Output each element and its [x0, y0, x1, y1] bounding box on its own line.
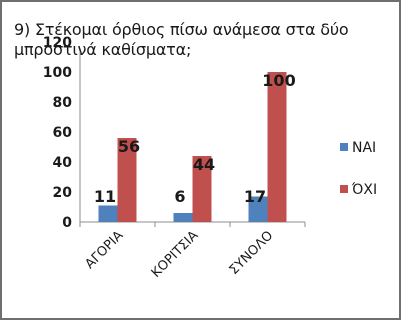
chart-title: 9) Στέκομαι όρθιος πίσω ανάμεσα στα δύο … [14, 20, 349, 59]
category-label: ΑΓΟΡΙΑ [83, 228, 127, 272]
y-tick-label: 120 [43, 35, 72, 51]
bar-nai [173, 213, 193, 222]
y-tick-label: 20 [53, 185, 73, 201]
bar-nai [248, 196, 268, 222]
data-label: 6 [174, 187, 185, 206]
legend-label: ΌΧΙ [351, 182, 377, 198]
data-label: 44 [193, 155, 215, 174]
data-label: 56 [118, 137, 140, 156]
y-tick-label: 60 [53, 125, 73, 141]
y-tick-label: 80 [53, 95, 73, 111]
data-label: 17 [244, 187, 266, 206]
legend-label: ΝΑΙ [352, 140, 376, 156]
bar-ochi [267, 72, 287, 222]
category-label: ΣΥΝΟΛΟ [227, 228, 277, 278]
y-tick-label: 40 [53, 155, 73, 171]
category-label: ΚΟΡΙΤΣΙΑ [149, 228, 202, 281]
bar-ochi [192, 156, 212, 222]
bar-ochi [117, 138, 137, 222]
data-label: 100 [262, 71, 295, 90]
legend-swatch [340, 185, 348, 193]
legend-swatch [340, 143, 348, 151]
y-tick-label: 0 [62, 215, 72, 231]
bar-nai [98, 205, 118, 222]
data-label: 11 [94, 187, 116, 206]
y-tick-label: 100 [43, 65, 72, 81]
